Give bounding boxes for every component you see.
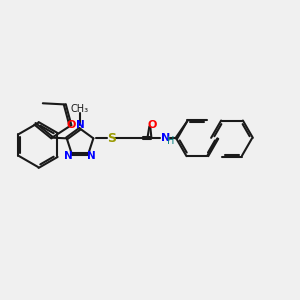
Text: S: S bbox=[107, 132, 116, 145]
Text: H: H bbox=[167, 136, 174, 146]
Text: O: O bbox=[67, 120, 76, 130]
Text: O: O bbox=[148, 120, 157, 130]
Text: CH₃: CH₃ bbox=[71, 104, 89, 114]
Text: N: N bbox=[161, 133, 170, 143]
Text: N: N bbox=[64, 151, 73, 161]
Text: N: N bbox=[76, 120, 84, 130]
Text: N: N bbox=[87, 151, 96, 161]
